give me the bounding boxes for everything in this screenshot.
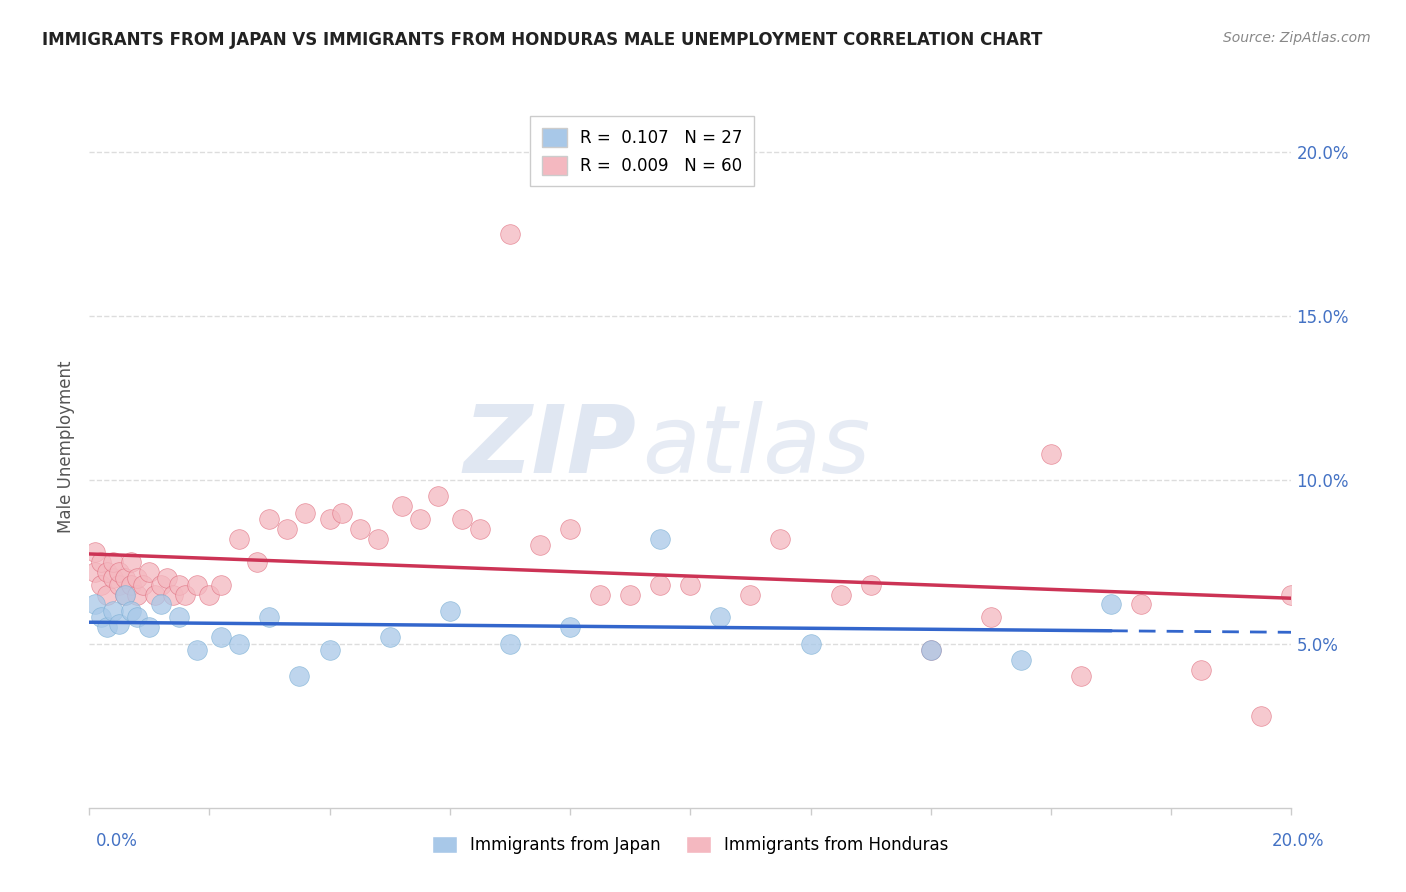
Point bbox=[96, 565, 118, 579]
Point bbox=[409, 512, 432, 526]
Point bbox=[294, 506, 316, 520]
Point bbox=[679, 577, 702, 591]
Point bbox=[127, 571, 149, 585]
Point bbox=[167, 610, 190, 624]
Point bbox=[114, 571, 136, 585]
Point bbox=[740, 587, 762, 601]
Point bbox=[132, 577, 155, 591]
Point bbox=[1039, 446, 1062, 460]
Point bbox=[96, 620, 118, 634]
Text: IMMIGRANTS FROM JAPAN VS IMMIGRANTS FROM HONDURAS MALE UNEMPLOYMENT CORRELATION : IMMIGRANTS FROM JAPAN VS IMMIGRANTS FROM… bbox=[42, 31, 1043, 49]
Point bbox=[920, 643, 942, 657]
Point bbox=[1010, 653, 1032, 667]
Point bbox=[108, 617, 131, 632]
Point bbox=[96, 587, 118, 601]
Point bbox=[114, 587, 136, 601]
Point bbox=[209, 630, 232, 644]
Point bbox=[120, 555, 142, 569]
Point bbox=[84, 565, 107, 579]
Point bbox=[499, 227, 522, 241]
Point bbox=[769, 532, 792, 546]
Point bbox=[198, 587, 221, 601]
Point bbox=[120, 577, 142, 591]
Point bbox=[90, 610, 112, 624]
Point bbox=[90, 577, 112, 591]
Point bbox=[186, 577, 208, 591]
Point bbox=[259, 610, 281, 624]
Point bbox=[1130, 598, 1153, 612]
Point bbox=[1281, 587, 1303, 601]
Text: 20.0%: 20.0% bbox=[1272, 831, 1324, 849]
Point bbox=[318, 643, 340, 657]
Point bbox=[228, 532, 250, 546]
Text: ZIP: ZIP bbox=[464, 401, 636, 493]
Point bbox=[143, 587, 166, 601]
Point bbox=[859, 577, 882, 591]
Point bbox=[1189, 663, 1212, 677]
Point bbox=[138, 620, 160, 634]
Point bbox=[330, 506, 353, 520]
Point bbox=[558, 620, 581, 634]
Point bbox=[120, 604, 142, 618]
Point bbox=[138, 565, 160, 579]
Point bbox=[101, 571, 124, 585]
Point bbox=[318, 512, 340, 526]
Point bbox=[228, 637, 250, 651]
Point bbox=[108, 577, 131, 591]
Point bbox=[1099, 598, 1122, 612]
Point bbox=[529, 538, 551, 552]
Point bbox=[499, 637, 522, 651]
Point bbox=[799, 637, 821, 651]
Point bbox=[830, 587, 852, 601]
Point bbox=[450, 512, 472, 526]
Point bbox=[980, 610, 1002, 624]
Point bbox=[468, 522, 491, 536]
Point bbox=[439, 604, 461, 618]
Point bbox=[84, 598, 107, 612]
Point bbox=[186, 643, 208, 657]
Point bbox=[84, 545, 107, 559]
Point bbox=[1250, 708, 1272, 723]
Text: Source: ZipAtlas.com: Source: ZipAtlas.com bbox=[1223, 31, 1371, 45]
Point bbox=[288, 669, 311, 683]
Point bbox=[619, 587, 641, 601]
Point bbox=[101, 604, 124, 618]
Point bbox=[127, 587, 149, 601]
Point bbox=[209, 577, 232, 591]
Point bbox=[246, 555, 269, 569]
Point bbox=[589, 587, 612, 601]
Point bbox=[156, 571, 179, 585]
Point bbox=[349, 522, 371, 536]
Text: atlas: atlas bbox=[643, 401, 870, 492]
Point bbox=[378, 630, 401, 644]
Point bbox=[558, 522, 581, 536]
Point bbox=[90, 555, 112, 569]
Legend: R =  0.107   N = 27, R =  0.009   N = 60: R = 0.107 N = 27, R = 0.009 N = 60 bbox=[530, 116, 754, 186]
Point bbox=[1070, 669, 1092, 683]
Point bbox=[127, 610, 149, 624]
Point bbox=[162, 587, 184, 601]
Point bbox=[101, 555, 124, 569]
Point bbox=[367, 532, 389, 546]
Point bbox=[650, 577, 672, 591]
Point bbox=[150, 577, 173, 591]
Point bbox=[709, 610, 731, 624]
Point bbox=[276, 522, 298, 536]
Point bbox=[426, 489, 449, 503]
Point bbox=[108, 565, 131, 579]
Point bbox=[150, 598, 173, 612]
Point bbox=[114, 587, 136, 601]
Point bbox=[391, 499, 413, 513]
Y-axis label: Male Unemployment: Male Unemployment bbox=[58, 360, 75, 533]
Point bbox=[174, 587, 197, 601]
Point bbox=[650, 532, 672, 546]
Point bbox=[167, 577, 190, 591]
Point bbox=[920, 643, 942, 657]
Text: 0.0%: 0.0% bbox=[96, 831, 138, 849]
Point bbox=[259, 512, 281, 526]
